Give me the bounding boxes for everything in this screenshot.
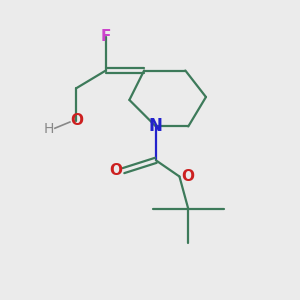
Text: N: N bbox=[149, 117, 163, 135]
Text: O: O bbox=[109, 163, 122, 178]
Text: H: H bbox=[43, 122, 54, 136]
Text: O: O bbox=[70, 113, 83, 128]
Text: F: F bbox=[100, 29, 111, 44]
Text: O: O bbox=[181, 169, 194, 184]
